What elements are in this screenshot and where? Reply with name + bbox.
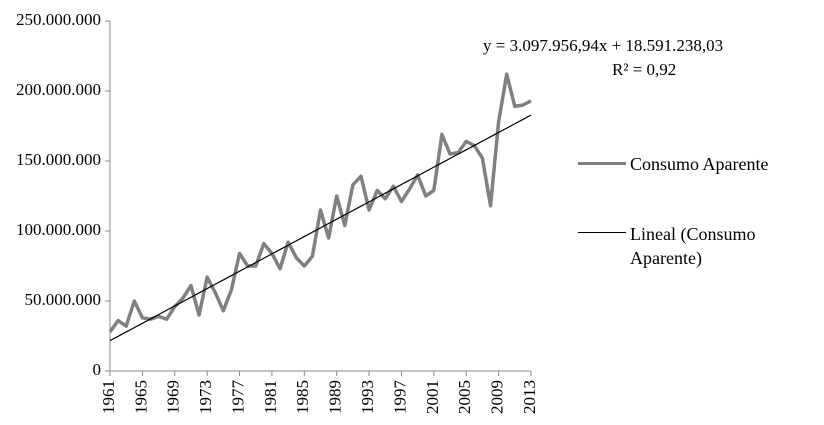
x-tick-label: 1993 xyxy=(358,380,377,414)
x-tick-label: 1965 xyxy=(131,380,150,414)
y-tick-label: 200.000.000 xyxy=(16,80,101,99)
x-tick-label: 1973 xyxy=(196,380,215,414)
y-tick-label: 0 xyxy=(93,360,102,379)
legend-label: Consumo Aparente xyxy=(630,154,769,174)
trend-equation: y = 3.097.956,94x + 18.591.238,03 xyxy=(483,36,723,55)
x-tick-label: 1981 xyxy=(261,380,280,414)
legend-entry: Lineal (Consumo Aparente) xyxy=(578,222,818,270)
legend-swatch xyxy=(578,162,626,165)
y-tick-label: 50.000.000 xyxy=(25,290,102,309)
x-tick-label: 1969 xyxy=(164,380,183,414)
y-tick-label: 150.000.000 xyxy=(16,150,101,169)
x-tick-label: 2005 xyxy=(455,380,474,414)
data-line xyxy=(108,72,532,333)
x-tick-label: 1961 xyxy=(99,380,118,414)
legend-swatch xyxy=(578,232,626,233)
x-tick-label: 1997 xyxy=(390,380,409,415)
data-line xyxy=(109,114,532,342)
x-tick-label: 2013 xyxy=(520,380,539,414)
x-tick-label: 2001 xyxy=(423,380,442,414)
x-tick-label: 1977 xyxy=(228,380,247,415)
legend-entry: Consumo Aparente xyxy=(578,152,818,176)
x-tick-label: 2009 xyxy=(488,380,507,414)
legend: Consumo Aparente Lineal (Consumo Aparente… xyxy=(578,152,818,316)
x-tick-label: 1989 xyxy=(326,380,345,414)
r-squared: R² = 0,92 xyxy=(612,60,676,79)
legend-label: Lineal (Consumo Aparente) xyxy=(630,224,756,268)
y-tick-label: 250.000.000 xyxy=(16,10,101,29)
y-tick-label: 100.000.000 xyxy=(16,220,101,239)
x-tick-label: 1985 xyxy=(293,380,312,414)
